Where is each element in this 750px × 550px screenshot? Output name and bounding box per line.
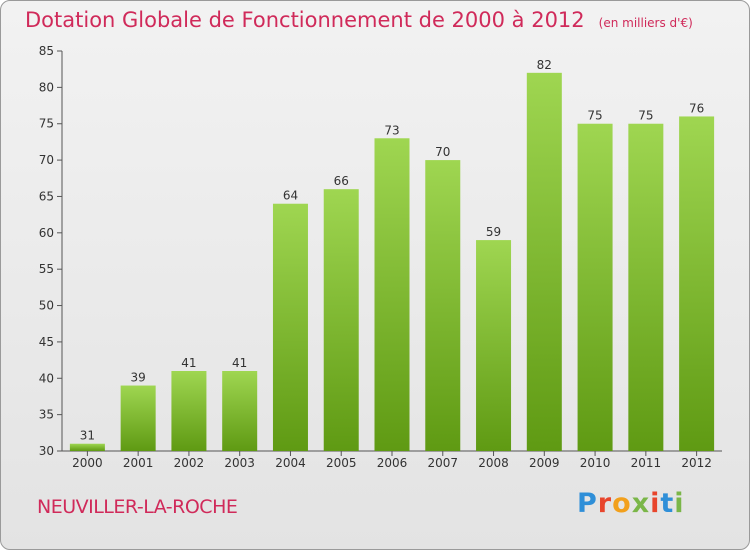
bar xyxy=(69,443,105,451)
y-tick-label: 40 xyxy=(39,371,54,385)
chart-unit: (en milliers d'€) xyxy=(598,16,693,30)
x-tick-label: 2000 xyxy=(72,456,103,470)
x-tick-label: 2012 xyxy=(681,456,712,470)
x-tick-label: 2008 xyxy=(478,456,509,470)
logo-letter: x xyxy=(631,488,651,519)
y-tick-label: 55 xyxy=(39,262,54,276)
data-label: 66 xyxy=(334,174,349,188)
y-tick-label: 75 xyxy=(39,117,54,131)
data-label: 64 xyxy=(283,189,298,203)
x-tick-label: 2003 xyxy=(224,456,255,470)
x-tick-label: 2006 xyxy=(377,456,408,470)
y-tick-label: 60 xyxy=(39,226,54,240)
chart-title: Dotation Globale de Fonctionnement de 20… xyxy=(25,8,585,32)
logo-letter: i xyxy=(650,488,661,519)
bar xyxy=(476,240,512,451)
data-label: 82 xyxy=(537,58,552,72)
bar xyxy=(374,138,410,452)
bar xyxy=(171,371,207,451)
logo-letter: i xyxy=(674,488,685,519)
logo-letter: r xyxy=(597,488,613,519)
logo-letter: o xyxy=(612,488,632,519)
x-tick-label: 2001 xyxy=(123,456,154,470)
bar xyxy=(679,116,715,452)
data-label: 41 xyxy=(232,356,247,370)
y-tick-label: 45 xyxy=(39,335,54,349)
x-tick-label: 2005 xyxy=(326,456,357,470)
x-tick-label: 2011 xyxy=(631,456,662,470)
data-label: 73 xyxy=(384,123,399,137)
data-label: 41 xyxy=(181,356,196,370)
x-tick-label: 2007 xyxy=(427,456,458,470)
y-tick-label: 80 xyxy=(39,80,54,94)
data-label: 31 xyxy=(80,429,95,443)
y-tick-label: 35 xyxy=(39,408,54,422)
bar xyxy=(120,385,156,451)
bar xyxy=(323,189,359,451)
y-tick-label: 50 xyxy=(39,299,54,313)
bar xyxy=(222,371,258,451)
logo-letter: P xyxy=(577,488,598,519)
bar xyxy=(526,72,562,452)
x-tick-label: 2004 xyxy=(275,456,306,470)
y-tick-label: 70 xyxy=(39,153,54,167)
bar xyxy=(577,123,613,452)
bar xyxy=(425,160,461,451)
y-tick-label: 30 xyxy=(39,444,54,458)
bar xyxy=(628,123,664,452)
y-tick-label: 65 xyxy=(39,189,54,203)
x-tick-label: 2009 xyxy=(529,456,560,470)
data-label: 75 xyxy=(587,109,602,123)
x-tick-label: 2002 xyxy=(174,456,205,470)
proxiti-logo: Proxiti xyxy=(577,488,685,519)
bar xyxy=(272,203,308,451)
logo-letter: t xyxy=(660,488,675,519)
commune-name: NEUVILLER-LA-ROCHE xyxy=(37,496,238,518)
data-label: 59 xyxy=(486,225,501,239)
x-tick-label: 2010 xyxy=(580,456,611,470)
data-label: 70 xyxy=(435,145,450,159)
data-label: 39 xyxy=(131,371,146,385)
y-tick-label: 85 xyxy=(39,44,54,58)
data-label: 75 xyxy=(638,109,653,123)
data-label: 76 xyxy=(689,101,704,115)
chart-title-block: Dotation Globale de Fonctionnement de 20… xyxy=(25,8,693,32)
